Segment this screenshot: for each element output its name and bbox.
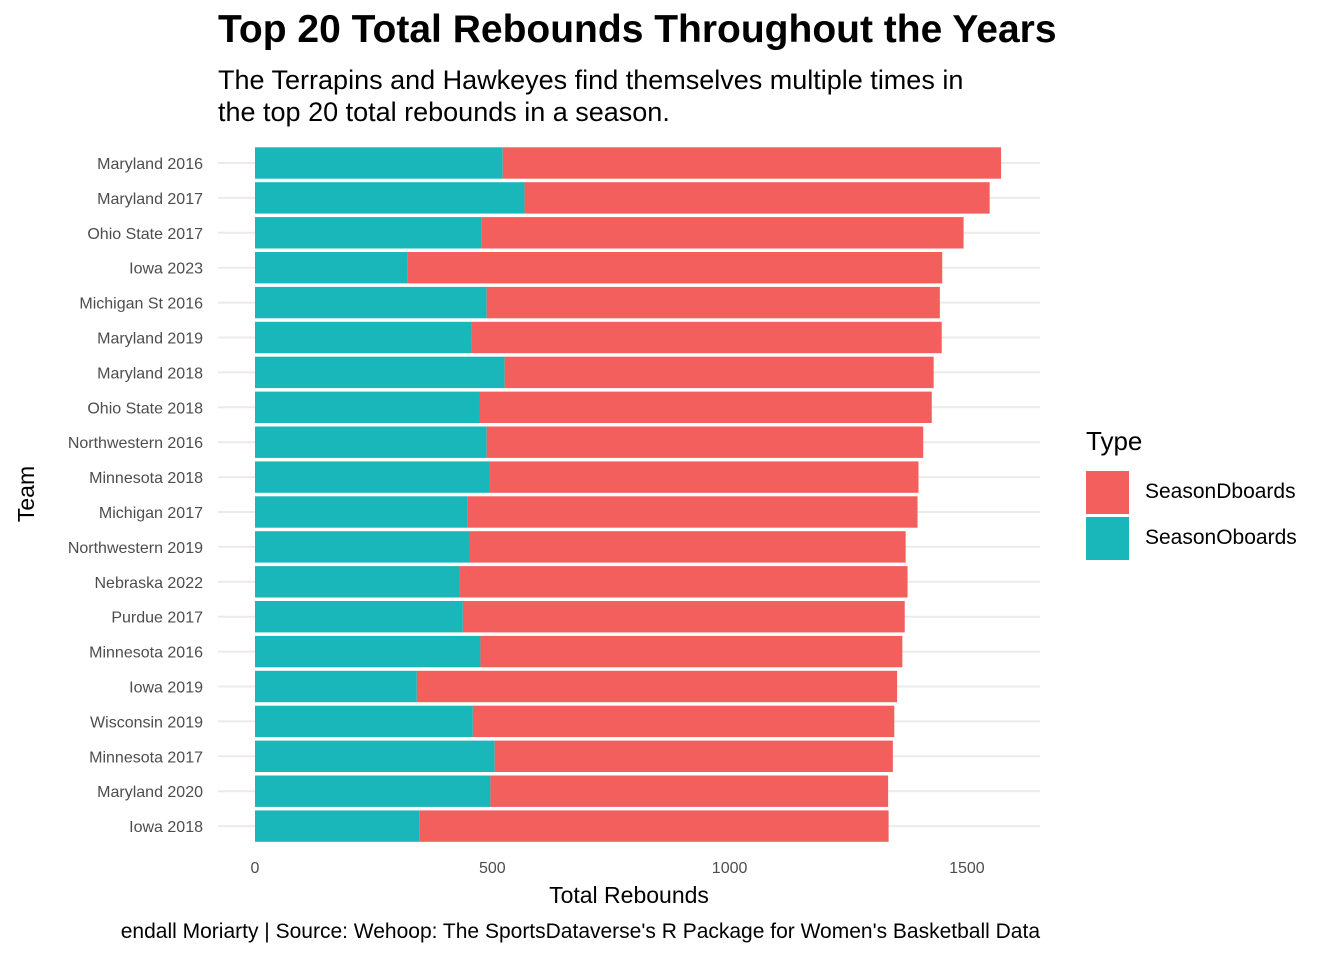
bar-seasonoboards: [255, 775, 491, 807]
y-tick-label: Iowa 2019: [129, 680, 203, 697]
bar-seasonoboards: [255, 217, 482, 249]
y-tick-label: Iowa 2023: [129, 261, 203, 278]
bar-seasondboards: [490, 775, 889, 807]
bar-seasonoboards: [255, 461, 490, 493]
y-tick-label: Purdue 2017: [111, 610, 203, 627]
y-tick-label: Michigan St 2016: [79, 296, 203, 313]
bar-seasondboards: [467, 496, 918, 528]
bar-seasondboards: [471, 321, 942, 354]
y-tick-label: Wisconsin 2019: [90, 714, 203, 731]
bar-seasondboards: [504, 356, 934, 389]
y-tick-label: Maryland 2016: [97, 156, 203, 173]
x-tick-label: 1500: [949, 860, 985, 877]
bar-seasondboards: [489, 461, 919, 493]
x-tick-label: 1000: [712, 860, 748, 877]
bar-seasonoboards: [255, 670, 417, 703]
x-tick-label: 0: [251, 860, 260, 877]
bar-seasonoboards: [255, 496, 468, 528]
y-tick-label: Maryland 2018: [97, 365, 203, 382]
bar-seasondboards: [486, 426, 924, 458]
y-tick-label: Nebraska 2022: [94, 575, 203, 592]
bar-seasondboards: [481, 217, 964, 249]
bar-seasonoboards: [255, 740, 495, 772]
bar-seasondboards: [419, 810, 889, 842]
y-tick-label: Northwestern 2016: [68, 435, 203, 452]
chart-subtitle: The Terrapins and Hawkeyes find themselv…: [218, 65, 964, 127]
bar-seasonoboards: [255, 566, 460, 598]
bar-seasonoboards: [255, 531, 470, 563]
legend-label: SeasonOboards: [1145, 526, 1297, 549]
bar-seasondboards: [480, 635, 903, 668]
x-tick-labels: 0 500 1000 1500: [251, 860, 985, 877]
bar-seasondboards: [524, 182, 990, 214]
bar-seasonoboards: [255, 286, 487, 319]
legend-swatch: [1086, 516, 1129, 560]
bar-seasonoboards: [255, 810, 420, 842]
legend-label: SeasonDboards: [1145, 480, 1296, 503]
chart-title: Top 20 Total Rebounds Throughout the Yea…: [218, 8, 1057, 51]
y-tick-label: Minnesota 2017: [89, 749, 203, 766]
bar-seasondboards: [486, 286, 940, 319]
legend: Type SeasonDboards SeasonOboards: [1086, 426, 1297, 561]
y-axis-title: Team: [13, 466, 39, 522]
legend-title: Type: [1086, 426, 1143, 456]
bar-seasondboards: [502, 147, 1002, 179]
bar-seasonoboards: [255, 182, 525, 214]
bar-seasonoboards: [255, 147, 503, 179]
y-tick-label: Minnesota 2018: [89, 470, 203, 487]
legend-item-seasondboards: SeasonDboards: [1086, 469, 1297, 515]
caption: endall Moriarty | Source: Wehoop: The Sp…: [120, 920, 1040, 943]
y-tick-label: Ohio State 2018: [87, 400, 203, 417]
legend-swatch: [1086, 470, 1129, 514]
y-tick-label: Maryland 2017: [97, 191, 203, 208]
x-axis-title: Total Rebounds: [549, 882, 709, 908]
bar-seasonoboards: [255, 635, 481, 668]
y-tick-label: Iowa 2018: [129, 819, 203, 836]
bar-seasondboards: [472, 705, 895, 738]
bar-seasonoboards: [255, 705, 473, 738]
bar-seasonoboards: [255, 252, 408, 284]
bar-seasondboards: [479, 391, 932, 423]
bar-seasondboards: [469, 531, 906, 563]
y-tick-label: Northwestern 2019: [68, 540, 203, 557]
bar-seasondboards: [407, 252, 943, 284]
bars: [255, 147, 1002, 842]
bar-seasonoboards: [255, 391, 480, 423]
bar-seasonoboards: [255, 426, 487, 458]
x-tick-label: 500: [479, 860, 506, 877]
bar-seasonoboards: [255, 356, 505, 389]
y-tick-label: Maryland 2020: [97, 784, 203, 801]
legend-items: SeasonDboards SeasonOboards: [1086, 469, 1297, 561]
bar-seasondboards: [459, 566, 908, 598]
y-tick-label: Minnesota 2016: [89, 645, 203, 662]
y-tick-label: Maryland 2019: [97, 331, 203, 348]
y-tick-label: Ohio State 2017: [87, 226, 203, 243]
bar-seasonoboards: [255, 321, 472, 354]
bar-seasondboards: [462, 601, 905, 633]
y-tick-label: Michigan 2017: [99, 505, 203, 522]
bar-seasondboards: [494, 740, 893, 772]
legend-item-seasonoboards: SeasonOboards: [1086, 515, 1297, 561]
bar-seasonoboards: [255, 601, 463, 633]
bar-seasondboards: [416, 670, 898, 703]
category-labels: Maryland 2016 Maryland 2017 Ohio State 201…: [68, 156, 203, 836]
